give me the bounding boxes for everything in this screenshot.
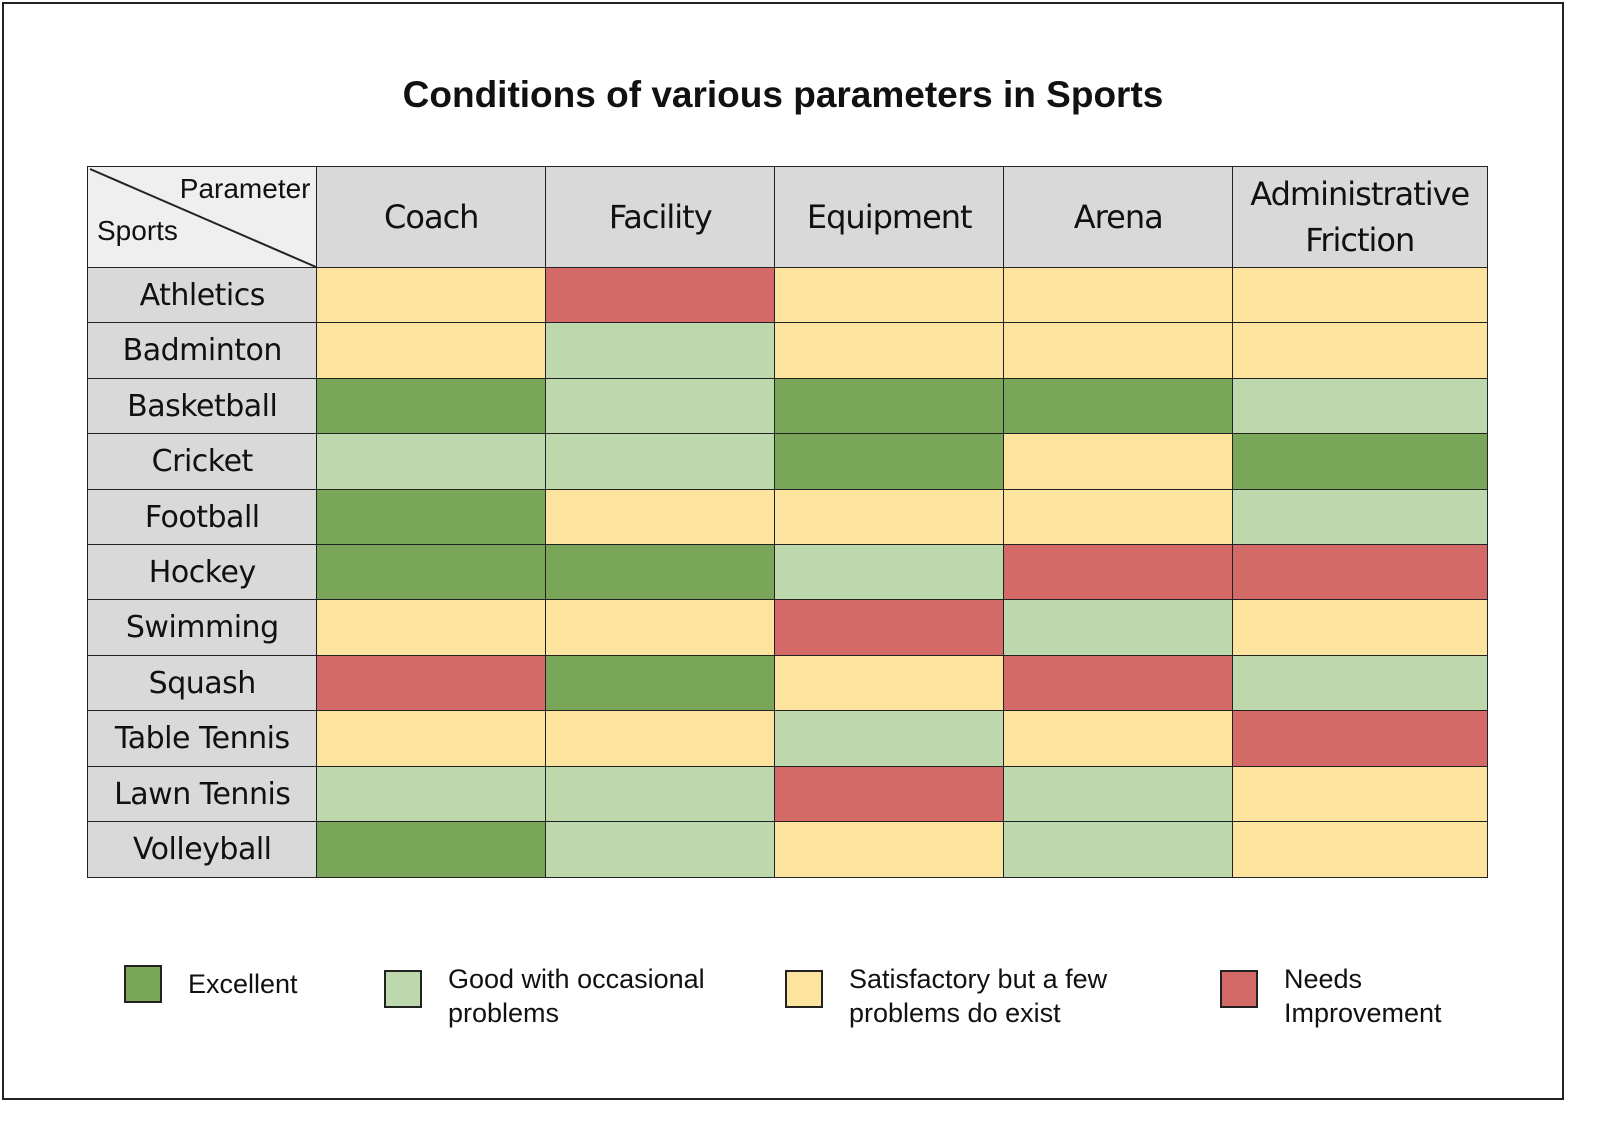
heatmap-cell (316, 488, 547, 546)
row-label: Lawn Tennis (87, 765, 318, 823)
heatmap-cell (774, 322, 1005, 380)
heatmap-cell (545, 267, 776, 324)
legend-label: Good with occasional problems (448, 964, 705, 1028)
heatmap-cell (545, 599, 776, 657)
column-header: Coach (316, 166, 547, 269)
heatmap-cell (545, 821, 776, 878)
heatmap-cell (1003, 267, 1234, 324)
row-label: Swimming (87, 599, 318, 657)
column-header: Administrative Friction (1232, 166, 1488, 269)
heatmap-cell (774, 710, 1005, 768)
heatmap-cell (316, 654, 547, 712)
diagonal-divider (89, 168, 317, 268)
heatmap-cell (1003, 599, 1234, 657)
heatmap-cell (316, 599, 547, 657)
heatmap-cell (316, 544, 547, 601)
heatmap-cell (545, 488, 776, 546)
heatmap-cell (545, 765, 776, 823)
legend-item: Excellent (124, 965, 388, 1003)
heatmap-cell (774, 654, 1005, 712)
row-label: Table Tennis (87, 710, 318, 768)
heatmap-cell (1232, 267, 1488, 324)
legend-item: Good with occasional problems (384, 964, 748, 1030)
row-label: Athletics (87, 267, 318, 324)
heatmap-cell (1232, 433, 1488, 491)
column-header: Arena (1003, 166, 1234, 269)
legend-item: Satisfactory but a few problems do exist (785, 964, 1149, 1030)
heatmap-cell (316, 433, 547, 491)
heatmap-cell (1003, 544, 1234, 601)
heatmap-cell (545, 433, 776, 491)
heatmap-cell (316, 765, 547, 823)
heatmap-cell (1232, 544, 1488, 601)
row-label: Squash (87, 654, 318, 712)
heatmap-cell (774, 765, 1005, 823)
heatmap-cell (545, 710, 776, 768)
heatmap-cell (545, 322, 776, 380)
heatmap-cell (1232, 710, 1488, 768)
heatmap-cell (316, 322, 547, 380)
row-label: Basketball (87, 377, 318, 435)
legend-swatch (124, 965, 162, 1003)
heatmap-cell (1003, 821, 1234, 878)
legend-swatch (785, 970, 823, 1008)
legend-item: Needs Improvement (1220, 964, 1484, 1030)
legend-swatch (384, 970, 422, 1008)
heatmap-cell (316, 710, 547, 768)
heatmap-cell (545, 654, 776, 712)
heatmap-cell (1003, 488, 1234, 546)
heatmap-cell (774, 433, 1005, 491)
legend-label: Excellent (188, 969, 298, 999)
row-axis-label: Sports (97, 215, 178, 246)
heatmap-cell (1232, 322, 1488, 380)
heatmap-cell (1003, 710, 1234, 768)
corner-header: Parameter Sports (87, 166, 318, 269)
row-label: Football (87, 488, 318, 546)
chart-frame (2, 2, 1564, 1100)
heatmap-cell (774, 544, 1005, 601)
heatmap-cell (1003, 322, 1234, 380)
heatmap-cell (1003, 654, 1234, 712)
heatmap-cell (1232, 377, 1488, 435)
heatmap-cell (1232, 765, 1488, 823)
column-axis-label: Parameter (179, 173, 311, 204)
heatmap-cell (545, 377, 776, 435)
row-label: Hockey (87, 544, 318, 601)
heatmap-cell (1232, 654, 1488, 712)
heatmap-cell (316, 377, 547, 435)
legend-label: Satisfactory but a few problems do exist (849, 964, 1108, 1028)
heatmap-cell (1232, 488, 1488, 546)
legend-label: Needs Improvement (1284, 964, 1442, 1028)
heatmap-cell (774, 821, 1005, 878)
heatmap-cell (1003, 433, 1234, 491)
heatmap-cell (774, 377, 1005, 435)
heatmap-cell (316, 267, 547, 324)
legend-swatch (1220, 970, 1258, 1008)
column-header: Equipment (774, 166, 1005, 269)
row-label: Cricket (87, 433, 318, 491)
heatmap-cell (545, 544, 776, 601)
heatmap-cell (1003, 765, 1234, 823)
heatmap-cell (774, 599, 1005, 657)
heatmap-cell (1232, 821, 1488, 878)
heatmap-cell (1232, 599, 1488, 657)
heatmap-cell (774, 488, 1005, 546)
chart-title: Conditions of various parameters in Spor… (402, 74, 1164, 115)
row-label: Badminton (87, 322, 318, 380)
column-header: Facility (545, 166, 776, 269)
row-label: Volleyball (87, 821, 318, 878)
heatmap-cell (1003, 377, 1234, 435)
heatmap-cell (774, 267, 1005, 324)
heatmap-cell (316, 821, 547, 878)
